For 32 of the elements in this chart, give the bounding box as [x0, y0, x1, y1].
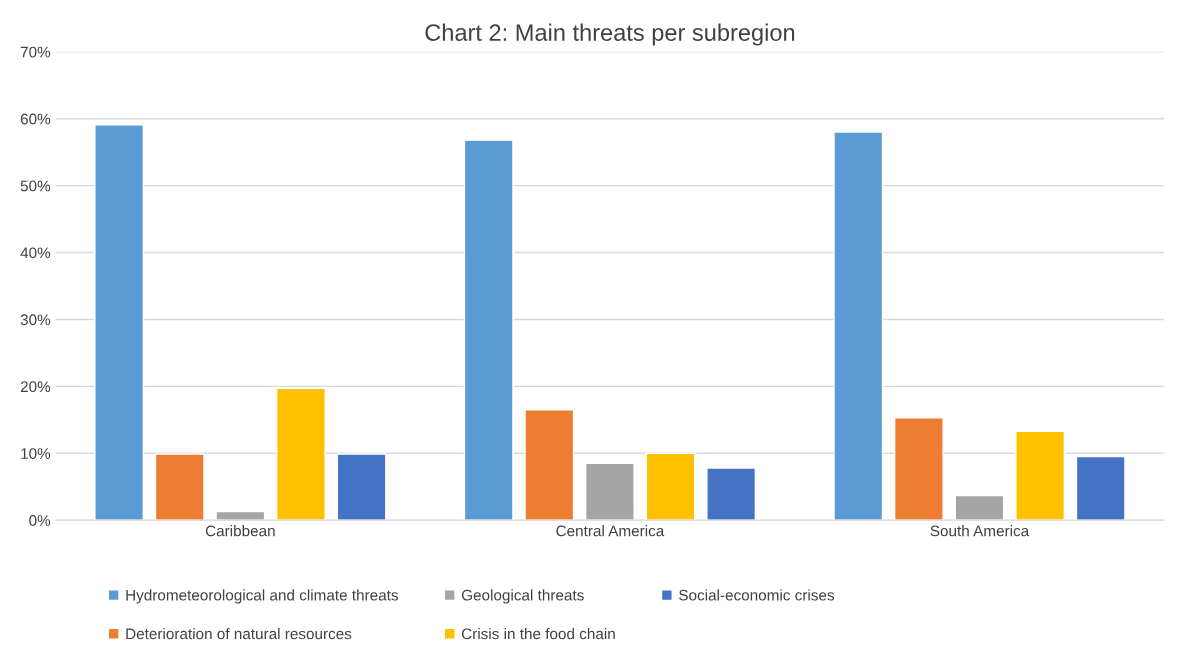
y-tick-label: 50%	[20, 180, 51, 192]
legend-label: Hydrometeorological and climate threats	[126, 589, 398, 604]
x-tick-label: Caribbean	[205, 525, 275, 537]
bar	[833, 131, 884, 521]
y-tick-label: 60%	[20, 113, 51, 125]
bar	[706, 467, 757, 521]
legend-label: Geological threats	[461, 589, 584, 604]
y-tick-label: 20%	[20, 381, 51, 393]
legend-label: Crisis in the food chain	[461, 628, 615, 640]
bar	[463, 139, 514, 521]
bar	[276, 387, 326, 521]
y-tick-label: 40%	[20, 247, 51, 259]
bar	[94, 124, 145, 521]
y-tick-label: 0%	[29, 515, 51, 526]
bar	[1075, 455, 1126, 521]
bar	[524, 409, 575, 521]
bar	[215, 510, 266, 521]
legend-label: Deterioration of natural resources	[126, 628, 352, 640]
legend-label: Social-economic crises	[679, 589, 835, 601]
y-tick-label: 70%	[20, 46, 51, 58]
bar	[1015, 430, 1066, 521]
bar	[893, 417, 944, 521]
y-tick-label: 30%	[20, 314, 51, 326]
bar	[154, 453, 205, 521]
chart-title: Chart 2: Main threats per subregion	[425, 23, 795, 46]
x-tick-label: South America	[930, 525, 1030, 537]
y-tick-label: 10%	[21, 448, 51, 459]
bar	[645, 452, 696, 521]
x-tick-label: Central America	[556, 525, 665, 537]
bar	[336, 453, 387, 521]
bar	[954, 494, 1005, 521]
bar	[584, 462, 635, 521]
